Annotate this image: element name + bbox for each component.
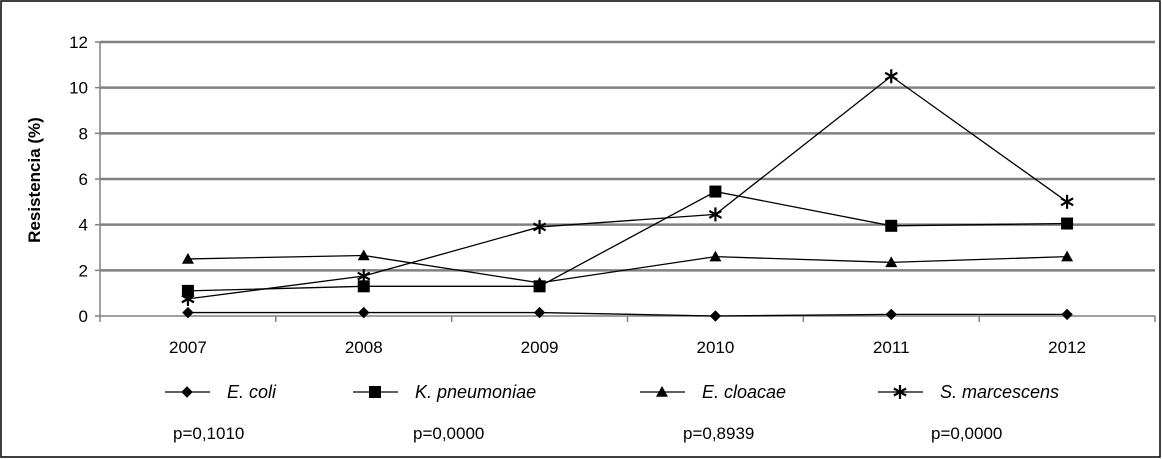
x-tick-label: 2007 [169, 338, 207, 357]
diamond-marker [182, 306, 194, 319]
asterisk-marker [357, 269, 371, 284]
diamond-marker [1061, 308, 1073, 321]
square-marker [369, 386, 381, 398]
series-diamond [182, 306, 1073, 322]
p-value-label: p=0,0000 [413, 424, 484, 443]
square-marker [181, 284, 194, 297]
axis-layer: 0 2 4 6 8 10 12 2007 2008 2009 2010 2011 2012 [69, 33, 1156, 357]
p-value-label: p=0,8939 [683, 424, 754, 443]
asterisk-marker [708, 207, 723, 222]
series-triangle [181, 249, 1074, 288]
series-layer [181, 69, 1074, 322]
x-tick-label: 2010 [697, 338, 735, 357]
asterisk-marker [893, 385, 907, 399]
series-square [181, 185, 1074, 297]
legend-label: E. cloacae [702, 382, 786, 402]
square-marker [709, 185, 722, 198]
legend-label: S. marcescens [940, 382, 1059, 402]
legend: E. coli K. pneumoniae E. cloacae S. marcesc… [165, 382, 1059, 402]
p-value-label: p=0,1010 [173, 424, 244, 443]
square-marker [885, 219, 898, 232]
x-tick-label: 2008 [345, 338, 383, 357]
series-line [187, 254, 1068, 284]
y-tick-label: 0 [79, 307, 88, 326]
x-tick-label: 2009 [521, 338, 559, 357]
y-tick-label: 2 [79, 261, 88, 280]
triangle-marker [709, 250, 722, 262]
asterisk-marker [181, 291, 195, 306]
x-tick-label: 2012 [1048, 338, 1086, 357]
asterisk-marker [884, 69, 898, 84]
legend-item: S. marcescens [878, 382, 1059, 402]
x-tick-label: 2011 [873, 338, 910, 357]
triangle-marker [656, 386, 668, 397]
legend-label: K. pneumoniae [415, 382, 536, 402]
legend-label: E. coli [227, 382, 277, 402]
y-tick-label: 12 [69, 33, 88, 52]
y-tick-label: 6 [79, 170, 88, 189]
series-line [187, 311, 1068, 317]
y-tick-label: 8 [79, 124, 88, 143]
legend-item: K. pneumoniae [353, 382, 536, 402]
asterisk-marker [532, 219, 547, 234]
diamond-marker [709, 310, 722, 322]
triangle-marker [357, 249, 370, 261]
triangle-marker [885, 256, 898, 268]
square-marker [1061, 217, 1074, 230]
p-values: p=0,1010 p=0,0000 p=0,8939 p=0,0000 [173, 424, 1002, 443]
series-line [187, 75, 1068, 300]
series-line [187, 190, 1068, 292]
series-asterisk [181, 69, 1074, 306]
triangle-marker [533, 276, 546, 288]
legend-item: E. coli [165, 382, 277, 402]
y-axis-label: Resistencia (%) [25, 117, 44, 243]
triangle-marker [1061, 250, 1074, 262]
diamond-marker [885, 308, 897, 321]
y-tick-label: 10 [69, 79, 88, 98]
diamond-marker [181, 386, 193, 398]
square-marker [357, 280, 370, 293]
legend-item: E. cloacae [640, 382, 786, 402]
asterisk-marker [1060, 194, 1074, 209]
diamond-marker [358, 306, 370, 319]
diamond-marker [533, 306, 546, 319]
p-value-label: p=0,0000 [931, 424, 1002, 443]
y-tick-label: 4 [79, 216, 88, 235]
triangle-marker [181, 252, 194, 264]
